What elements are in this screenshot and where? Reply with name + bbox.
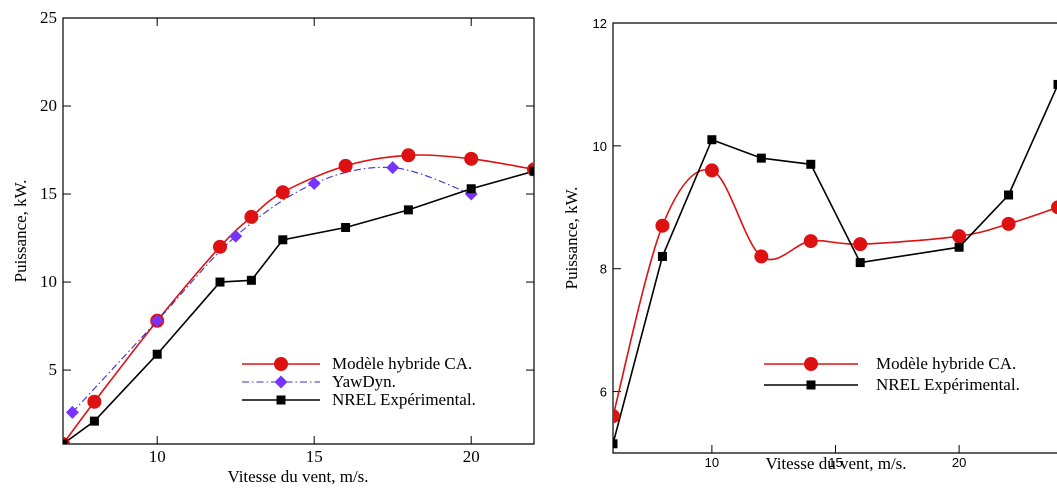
- data-point: [307, 176, 321, 190]
- y-axis-label: Puissance, kW.: [11, 180, 30, 283]
- data-point: [707, 135, 717, 145]
- data-point: [386, 161, 400, 175]
- chart-right: 10 15 20 6 8 10 12 Vitesse du vent, m/s. Puissan…: [562, 16, 1057, 473]
- chart-left: 10 15 20 5 10 15 20 25 Vitesse du vent, m/s. Puis…: [11, 8, 535, 486]
- legend-marker: [276, 395, 286, 405]
- data-point: [401, 148, 416, 163]
- y-tick-label: 25: [40, 8, 57, 27]
- data-point: [1053, 79, 1057, 89]
- y-tick-label: 6: [600, 385, 607, 400]
- y-tick-label: 15: [40, 184, 57, 203]
- x-tick-label: 10: [149, 447, 166, 466]
- data-point: [803, 234, 818, 249]
- data-point: [466, 184, 476, 194]
- legend-label: NREL Expérimental.: [876, 375, 1020, 394]
- data-point: [63, 439, 68, 444]
- y-tick-label: 5: [49, 360, 58, 379]
- data-point: [613, 439, 618, 449]
- data-point: [756, 153, 766, 163]
- data-point: [89, 416, 99, 426]
- legend-marker: [274, 357, 288, 371]
- axes-frame: [62, 17, 535, 445]
- y-tick-label: 10: [593, 139, 607, 154]
- data-point: [150, 314, 164, 328]
- data-point: [278, 235, 288, 245]
- y-tick-label: 8: [600, 262, 607, 277]
- data-point: [338, 158, 353, 173]
- x-tick-label: 10: [705, 455, 719, 470]
- data-point: [87, 394, 102, 409]
- y-tick-label: 20: [40, 96, 57, 115]
- legend-marker: [806, 380, 816, 390]
- y-tick-label: 10: [40, 272, 57, 291]
- data-point: [529, 166, 534, 176]
- data-point: [152, 349, 162, 359]
- legend-marker: [804, 357, 818, 371]
- legend-label: NREL Expérimental.: [332, 390, 476, 409]
- data-point: [1051, 200, 1057, 215]
- x-axis-label: Vitesse du vent, m/s.: [227, 467, 368, 486]
- data-point: [704, 163, 719, 178]
- data-point: [464, 151, 479, 166]
- series-line: [63, 154, 534, 444]
- legend-label: Modèle hybride CA.: [876, 354, 1016, 373]
- legend-label: YawDyn.: [332, 372, 396, 391]
- series-line: [63, 170, 534, 444]
- data-point: [754, 249, 769, 264]
- data-point: [657, 251, 667, 261]
- data-point: [215, 277, 225, 287]
- data-point: [246, 275, 256, 285]
- legend-label: Modèle hybride CA.: [332, 354, 472, 373]
- data-point: [65, 405, 79, 419]
- x-tick-label: 15: [306, 447, 323, 466]
- data-point: [275, 185, 290, 200]
- data-point: [1004, 190, 1014, 200]
- data-point: [806, 159, 816, 169]
- y-axis-label: Puissance, kW.: [562, 187, 581, 290]
- data-point: [341, 222, 351, 232]
- x-tick-label: 20: [463, 447, 480, 466]
- data-point: [229, 229, 243, 243]
- data-point: [855, 258, 865, 268]
- data-point: [1001, 216, 1016, 231]
- data-point: [213, 239, 227, 254]
- data-point: [952, 229, 967, 244]
- data-point: [954, 242, 964, 252]
- x-axis-label: Vitesse du vent, m/s.: [765, 454, 906, 473]
- data-point: [244, 209, 259, 224]
- data-point: [853, 237, 868, 252]
- y-tick-label: 12: [593, 16, 607, 31]
- data-point: [613, 409, 620, 424]
- data-point: [403, 205, 413, 215]
- x-tick-label: 20: [952, 455, 966, 470]
- series-line: [72, 166, 472, 413]
- legend-marker: [274, 375, 288, 389]
- x-tick-label: 15: [828, 455, 842, 470]
- data-point: [655, 218, 670, 233]
